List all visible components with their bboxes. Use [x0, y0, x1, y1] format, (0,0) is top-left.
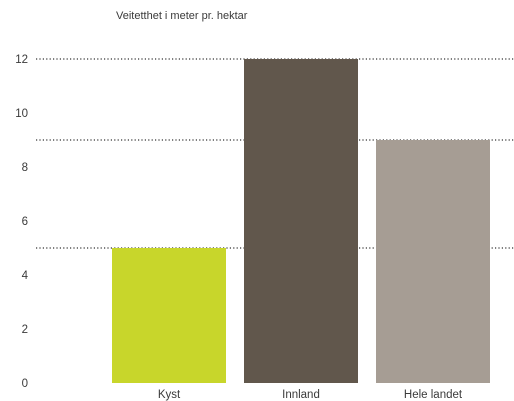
category-label: Kyst — [158, 389, 181, 401]
category-label: Hele landet — [404, 389, 463, 401]
y-tick-label: 0 — [22, 378, 28, 390]
y-tick-label: 6 — [22, 216, 28, 228]
chart-title: Veitetthet i meter pr. hektar — [116, 10, 248, 22]
y-tick-label: 4 — [22, 270, 29, 282]
y-tick-label: 12 — [15, 54, 28, 66]
y-tick-label: 2 — [22, 324, 28, 336]
bar-innland — [244, 59, 358, 383]
y-tick-label: 8 — [22, 162, 28, 174]
category-label: Innland — [282, 389, 320, 401]
bar-hele-landet — [376, 140, 490, 383]
bar-kyst — [112, 248, 226, 383]
y-axis-tick-labels: 0 2 4 6 8 10 12 — [15, 54, 28, 390]
category-labels: Kyst Innland Hele landet — [158, 389, 463, 401]
y-tick-label: 10 — [15, 108, 28, 120]
bars — [112, 59, 490, 383]
